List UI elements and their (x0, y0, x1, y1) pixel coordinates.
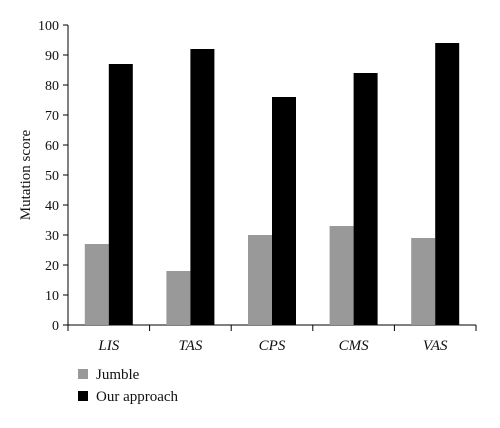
y-axis: 0 10 20 30 40 50 60 70 80 90 100 (38, 19, 69, 334)
y-tick-label: 40 (45, 199, 59, 214)
bar-our-approach (353, 73, 378, 325)
y-tick-label: 10 (45, 289, 59, 304)
y-tick-label: 20 (45, 259, 59, 274)
x-tick-label: LIS (97, 338, 119, 354)
bar-our-approach (272, 97, 296, 325)
bar-our-approach (190, 49, 215, 325)
bar-our-approach (108, 64, 133, 325)
x-tick-label: CPS (259, 338, 286, 354)
y-tick-label: 0 (52, 319, 59, 334)
y-tick-label: 80 (45, 79, 59, 94)
y-tick-label: 70 (45, 109, 59, 124)
y-tick-label: 50 (45, 169, 59, 184)
bars (84, 43, 460, 325)
x-tick-label: CMS (339, 338, 370, 354)
y-axis-title: Mutation score (18, 129, 34, 220)
y-tick-label: 100 (38, 19, 59, 34)
legend-swatch (78, 369, 88, 379)
x-tick-label: TAS (178, 338, 202, 354)
bar-jumble (166, 271, 191, 325)
legend-label: Our approach (96, 389, 179, 405)
bar-jumble (84, 244, 109, 325)
bar-jumble (248, 235, 272, 325)
y-tick-label: 30 (45, 229, 59, 244)
bar-our-approach (435, 43, 460, 325)
legend-label: Jumble (96, 367, 140, 383)
legend: Jumble Our approach (78, 367, 179, 405)
y-tick-label: 60 (45, 139, 59, 154)
x-tick-label: VAS (423, 338, 448, 354)
x-axis: LIS TAS CPS CMS VAS (67, 324, 477, 354)
legend-swatch (78, 391, 88, 401)
bar-jumble (411, 238, 436, 325)
y-tick-label: 90 (45, 49, 59, 64)
bar-jumble (329, 226, 354, 325)
